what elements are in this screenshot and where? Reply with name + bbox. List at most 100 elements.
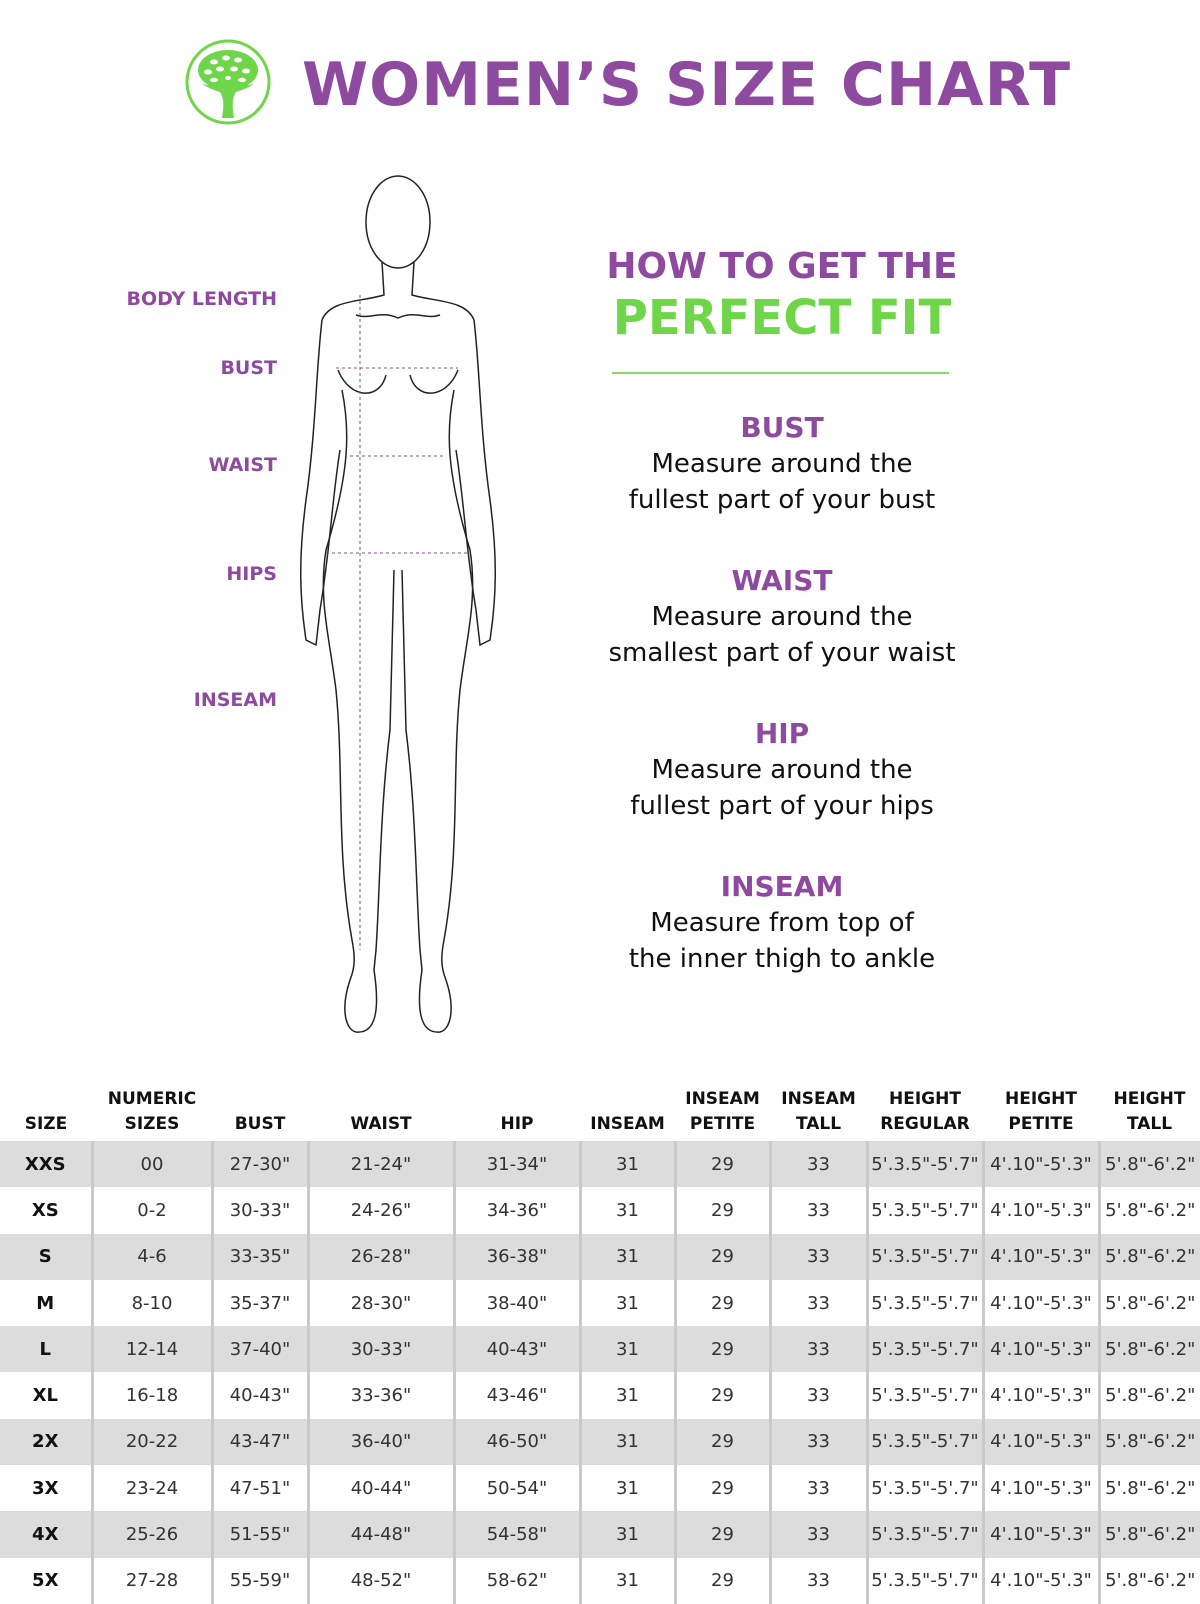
column-header-text: TALL: [1126, 1114, 1173, 1134]
size-cell: L: [0, 1326, 92, 1373]
table-cell: 31: [578, 1141, 675, 1188]
table-cell: 4'.10"-5'.3": [981, 1326, 1099, 1373]
table-cell: 27-28: [90, 1557, 212, 1604]
table-row: 2X 20-22 43-47" 36-40" 46-50" 31 29 33 5'.3.5"-5…: [0, 1418, 1200, 1466]
table-cell: 40-43": [452, 1326, 580, 1373]
size-cell: XS: [31, 1199, 59, 1221]
size-cell: XL: [32, 1385, 58, 1407]
table-cell: 5'.3.5"-5'.7": [865, 1511, 983, 1558]
table-cell: 34-36": [452, 1187, 580, 1234]
table-cell: 31: [578, 1326, 675, 1373]
column-header: BUST: [212, 1087, 308, 1141]
table-cell: 5'.3.5"-5'.7": [865, 1187, 983, 1234]
table-cell: 33: [768, 1279, 867, 1327]
guide-section-inseam: INSEAM Measure from top of the inner thi…: [582, 869, 982, 977]
table-cell: 44-48": [306, 1511, 454, 1558]
body-figure-illustration: [300, 175, 496, 1033]
size-table: SIZE NUMERIC SIZES BUST WAIST HIP INSEAM INSEAM…: [0, 1087, 1200, 1604]
label-waist: WAIST: [208, 454, 277, 476]
size-cell: M: [36, 1292, 55, 1314]
column-header-text: HEIGHT: [1113, 1089, 1186, 1109]
label-hips: HIPS: [226, 563, 277, 585]
table-cell: 46-50": [452, 1418, 580, 1466]
column-header-text: INSEAM: [685, 1089, 760, 1109]
table-cell: 33: [768, 1465, 867, 1512]
column-header: SIZE: [0, 1087, 92, 1141]
column-header-text: SIZE: [24, 1114, 68, 1134]
table-cell: 28-30": [306, 1279, 454, 1327]
table-cell: 5'.3.5"-5'.7": [865, 1141, 983, 1188]
table-cell: 5'.3.5"-5'.7": [865, 1326, 983, 1373]
table-cell: 5'.8"-6'.2": [1097, 1326, 1200, 1373]
table-cell: 4'.10"-5'.3": [981, 1233, 1099, 1280]
table-cell: 29: [673, 1418, 770, 1466]
size-cell: S: [0, 1233, 92, 1280]
guide-heading-line1: HOW TO GET THE: [606, 246, 958, 287]
table-cell: 29: [673, 1326, 770, 1373]
section-title: BUST: [740, 411, 824, 444]
table-cell: 30-33": [306, 1326, 454, 1373]
column-header-text: SIZES: [124, 1114, 180, 1134]
table-cell: 36-40": [306, 1418, 454, 1466]
table-cell: 31: [578, 1511, 675, 1558]
table-cell: 8-10: [90, 1279, 212, 1327]
table-cell: 5'.3.5"-5'.7": [865, 1557, 983, 1604]
table-cell: 23-24: [90, 1465, 212, 1512]
table-cell: 54-58": [452, 1511, 580, 1558]
table-cell: 31-34": [452, 1141, 580, 1188]
table-cell: 00: [90, 1141, 212, 1188]
column-header: HEIGHT REGULAR: [867, 1087, 983, 1141]
table-cell: 33: [768, 1557, 867, 1604]
guide-section-waist: WAIST Measure around the smallest part o…: [582, 563, 982, 671]
section-title: WAIST: [731, 564, 833, 597]
table-cell: 24-26": [306, 1187, 454, 1234]
table-row: XL 16-18 40-43" 33-36" 43-46" 31 29 33 5'.3.5"-5…: [0, 1372, 1200, 1419]
table-cell: 37-40": [210, 1326, 308, 1373]
column-header-text: INSEAM: [781, 1089, 856, 1109]
size-cell: 5X: [32, 1570, 59, 1592]
table-cell: 29: [673, 1279, 770, 1327]
table-cell: 4'.10"-5'.3": [981, 1279, 1099, 1327]
table-cell: 48-52": [306, 1557, 454, 1604]
table-cell: 29: [673, 1372, 770, 1419]
table-cell: 51-55": [210, 1511, 308, 1558]
section-text: Measure around the: [651, 449, 913, 479]
table-header-row: SIZE NUMERIC SIZES BUST WAIST HIP INSEAM INSEAM…: [0, 1087, 1200, 1141]
table-cell: 31: [578, 1465, 675, 1512]
table-row: M 8-10 35-37" 28-30" 38-40" 31 29 33 5'.3.5"-5'.…: [0, 1279, 1200, 1327]
section-text: Measure from top of: [650, 908, 914, 938]
guide-heading-line2: PERFECT FIT: [612, 290, 952, 346]
guide-section-bust: BUST Measure around the fullest part of …: [582, 410, 982, 518]
table-row: XS 0-2 30-33" 24-26" 34-36" 31 29 33 5'.3.5"-5'.…: [0, 1187, 1200, 1234]
table-cell: 29: [673, 1557, 770, 1604]
tree-logo-icon: [185, 39, 271, 125]
section-text: Measure around the: [651, 602, 913, 632]
table-cell: 47-51": [210, 1465, 308, 1512]
label-body-length: BODY LENGTH: [126, 288, 277, 310]
table-cell: 33-35": [210, 1233, 308, 1280]
column-header-text: PETITE: [689, 1114, 756, 1134]
column-header: INSEAM: [580, 1087, 675, 1141]
column-header: WAIST: [308, 1087, 454, 1141]
table-cell: 43-47": [210, 1418, 308, 1466]
section-title: INSEAM: [720, 870, 844, 903]
table-cell: 31: [578, 1372, 675, 1419]
table-row: L 12-14 37-40" 30-33" 40-43" 31 29 33 5'.3.5"-5'…: [0, 1326, 1200, 1373]
table-cell: 5'.8"-6'.2": [1097, 1418, 1200, 1466]
table-row: XXS 00 27-30" 21-24" 31-34" 31 29 33 5'.3.5"-5'.…: [0, 1141, 1200, 1188]
table-cell: 27-30": [210, 1141, 308, 1188]
table-cell: 29: [673, 1511, 770, 1558]
table-cell: 33: [768, 1372, 867, 1419]
column-header: HEIGHT PETITE: [983, 1087, 1099, 1141]
table-cell: 55-59": [210, 1557, 308, 1604]
column-header: NUMERIC SIZES: [92, 1087, 212, 1141]
column-header-text: PETITE: [1008, 1114, 1074, 1134]
table-cell: 33-36": [306, 1372, 454, 1419]
column-header-text: HEIGHT: [889, 1089, 961, 1109]
table-cell: 5'.8"-6'.2": [1097, 1511, 1200, 1558]
column-header-text: TALL: [795, 1114, 842, 1134]
table-cell: 4'.10"-5'.3": [981, 1418, 1099, 1466]
guide-section-hip: HIP Measure around the fullest part of y…: [582, 716, 982, 824]
section-text: fullest part of your bust: [628, 485, 936, 515]
table-cell: 29: [673, 1187, 770, 1234]
